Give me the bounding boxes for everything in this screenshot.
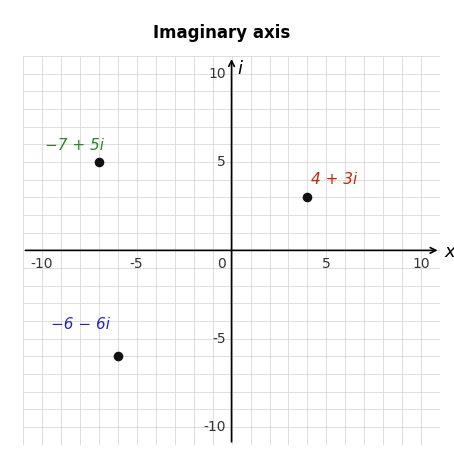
Text: Imaginary axis: Imaginary axis: [153, 24, 291, 42]
Text: i: i: [237, 60, 242, 78]
Text: -10: -10: [30, 257, 53, 271]
Text: 0: 0: [217, 257, 226, 271]
Text: −7 + 5i: −7 + 5i: [45, 138, 104, 153]
Text: 10: 10: [413, 257, 430, 271]
Text: 10: 10: [208, 67, 226, 81]
Text: -5: -5: [212, 332, 226, 346]
Text: -5: -5: [130, 257, 143, 271]
Point: [114, 352, 121, 360]
Point: [304, 194, 311, 201]
Text: −6 − 6i: −6 − 6i: [51, 316, 110, 332]
Point: [95, 158, 102, 166]
Text: 5: 5: [217, 155, 226, 169]
Text: x: x: [444, 243, 454, 261]
Text: 5: 5: [322, 257, 331, 271]
Text: -10: -10: [203, 420, 226, 434]
Text: 4 + 3i: 4 + 3i: [311, 172, 358, 187]
